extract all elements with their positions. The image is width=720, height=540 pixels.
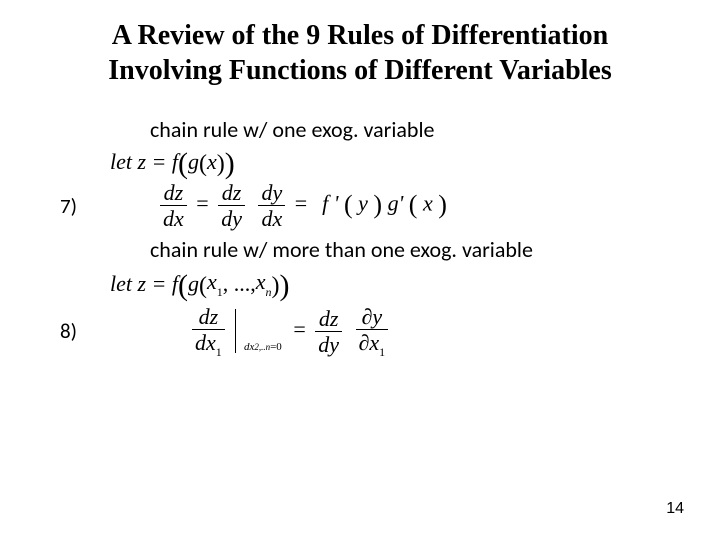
num-dz: dz (161, 181, 187, 205)
eval-bar-2n: 2,..n (254, 342, 270, 352)
f-prime: f ' (322, 191, 338, 216)
eval-bar-dx: dx (244, 341, 254, 353)
paren-close-gx-icon: ) (438, 190, 447, 219)
den-dx1-sub: 1 (216, 345, 222, 359)
rule-8-eq: dz dx1 dx2,..n=0 = dz dy ∂y ∂x1 (188, 305, 392, 358)
frac-dz-dx1: dz dx1 (192, 305, 225, 358)
let1-g: g (188, 149, 199, 175)
note-chain-one: chain rule w/ one exog. variable (150, 116, 680, 143)
let-definition-2: let z = f ( g ( x1 , ..., xn ) ) (110, 269, 680, 298)
den-px1-x: x (369, 330, 379, 355)
rule-8: 8) dz dx1 dx2,..n=0 = dz dy ∂y ∂x1 (110, 305, 680, 358)
arg-y: y (358, 191, 368, 216)
let1-x: x (207, 149, 217, 175)
paren-close-fy-icon: ) (373, 190, 382, 219)
frac-dz-dy-8: dz dy (315, 307, 342, 356)
den-px1-sub: 1 (379, 345, 385, 359)
arg-x: x (423, 191, 433, 216)
frac-py-px1: ∂y ∂x1 (356, 305, 389, 358)
let2-dots: , ..., (223, 271, 256, 297)
slide-title: A Review of the 9 Rules of Differentiati… (40, 18, 680, 88)
den-px1: ∂x1 (356, 329, 389, 358)
frac-dz-dx: dz dx (160, 181, 187, 230)
let2-xn: xn (256, 269, 272, 298)
partial-2-icon: ∂ (359, 330, 370, 355)
frac-dy-dx: dy dx (258, 181, 285, 230)
num-dy: dy (258, 181, 285, 205)
g-prime: g' (388, 191, 404, 216)
den-dy: dy (218, 205, 245, 230)
paren-open-fy-icon: ( (344, 190, 353, 219)
num-dz-2: dz (219, 181, 245, 205)
let2-xn-var: x (256, 269, 266, 294)
den-dx1-var: dx (195, 330, 216, 355)
partial-1-icon: ∂ (362, 304, 373, 329)
num-dz-8: dz (196, 305, 222, 329)
let2-x1-var: x (207, 269, 217, 294)
let2-xn-sub: n (266, 285, 272, 299)
let1-prefix: let z = f (110, 149, 178, 175)
num-dz-8b: dz (316, 307, 342, 331)
paren-open-gx-icon: ( (409, 190, 418, 219)
let-definition-1: let z = f ( g ( x ) ) (110, 149, 680, 175)
eval-bar-sub: dx2,..n=0 (244, 341, 282, 353)
slide-content: chain rule w/ one exog. variable let z =… (110, 116, 680, 358)
eval-bar-eq0: =0 (270, 341, 282, 353)
let2-g: g (188, 271, 199, 297)
rule-8-label: 8) (60, 318, 110, 344)
equals-3: = (293, 316, 305, 341)
equals-1: = (196, 191, 208, 216)
frac-dz-dy: dz dy (218, 181, 245, 230)
den-dx1: dx1 (192, 329, 225, 358)
den-dy-8: dy (315, 331, 342, 356)
title-line-1: A Review of the 9 Rules of Differentiati… (112, 20, 608, 51)
num-py-y: y (372, 304, 382, 329)
note-chain-many: chain rule w/ more than one exog. variab… (150, 236, 680, 263)
den-dx-2: dx (258, 205, 285, 230)
num-py: ∂y (359, 305, 386, 329)
rule-7: 7) dz dx = dz dy dy dx = f ' ( (110, 181, 680, 230)
let2-x1: x1 (207, 269, 223, 298)
slide: A Review of the 9 Rules of Differentiati… (0, 0, 720, 540)
equals-2: = (295, 191, 307, 216)
rule-7-label: 7) (60, 193, 110, 219)
title-line-2: Involving Functions of Different Variabl… (108, 55, 612, 86)
let2-x1-sub: 1 (217, 285, 223, 299)
let2-prefix: let z = f (110, 271, 178, 297)
den-dx: dx (160, 205, 187, 230)
page-number: 14 (666, 500, 684, 518)
rule-7-eq: dz dx = dz dy dy dx = f ' ( y ) g' (156, 181, 447, 230)
eval-bar-icon (235, 309, 236, 353)
